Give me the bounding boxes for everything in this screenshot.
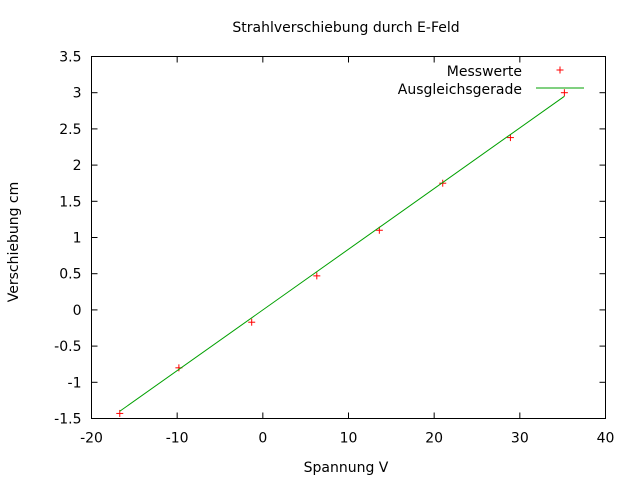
legend-label: Ausgleichsgerade [398, 82, 522, 98]
legend-marker-sample [556, 66, 564, 74]
x-tick-label: 20 [425, 431, 443, 447]
y-tick-label: 3.5 [59, 50, 81, 66]
y-axis: -1.5 -1 -0.5 0 0.5 1 1.5 2 2.5 3 3.5 [54, 50, 606, 428]
x-tick-label: 0 [258, 431, 267, 447]
y-tick-label: -1 [68, 375, 82, 391]
y-tick-label: 2 [73, 158, 82, 174]
x-axis: -20 -10 0 10 20 30 40 [80, 56, 615, 447]
y-tick-label: 3 [73, 86, 82, 102]
y-tick-label: 0 [73, 303, 82, 319]
y-tick-label: 0.5 [59, 267, 81, 283]
data-point [313, 272, 321, 280]
y-tick-label: 1 [73, 231, 82, 247]
y-tick-label: -0.5 [54, 339, 81, 355]
y-tick-label: 2.5 [59, 122, 81, 138]
x-axis-label: Spannung V [304, 460, 389, 476]
legend: Messwerte Ausgleichsgerade [398, 64, 584, 98]
data-point [560, 89, 568, 97]
y-tick-label: 1.5 [59, 194, 81, 210]
y-axis-label: Verschiebung cm [6, 182, 22, 303]
data-point [506, 134, 514, 142]
x-tick-label: 30 [511, 431, 529, 447]
x-tick-label: 40 [597, 431, 615, 447]
x-tick-label: 10 [340, 431, 358, 447]
data-point [439, 179, 447, 187]
fit-line [119, 95, 565, 412]
x-tick-label: -10 [166, 431, 189, 447]
chart-title: Strahlverschiebung durch E-Feld [232, 20, 459, 36]
legend-label: Messwerte [447, 64, 522, 80]
plot-frame [91, 56, 606, 419]
series-layer [116, 89, 568, 417]
y-tick-label: -1.5 [54, 412, 81, 428]
x-tick-label: -20 [80, 431, 103, 447]
data-point [248, 318, 256, 326]
